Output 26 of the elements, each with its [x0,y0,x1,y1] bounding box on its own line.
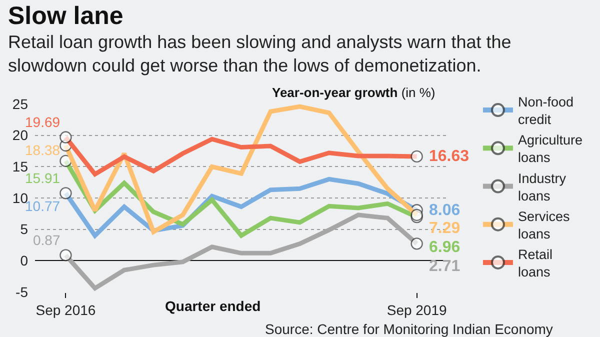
y-tick-label: 25 [12,96,28,112]
y-tick-label: 10 [12,190,28,206]
data-label: 16.63 [429,148,470,165]
chart-title: Slow lane [8,2,124,30]
y-tick-label: 20 [12,127,28,144]
data-label: 8.06 [429,202,460,219]
chart-subtitle: Retail loan growth has been slowing and analysts warn that the slowdown could get worse than the lows of demonetization. [8,32,512,76]
y-axis-title: Year-on-year growth (in %) [272,85,436,100]
data-label: 2.71 [429,258,460,275]
y-tick-label: 0 [20,252,28,269]
legend-label: Retail loans [518,246,552,280]
y-tick-label: 5 [20,221,28,238]
legend-label: Non-food credit [518,94,574,128]
data-label: 7.29 [429,220,460,237]
data-label: 18.38 [25,142,60,158]
data-label: 0.87 [33,232,60,248]
data-label: 6.96 [429,239,460,256]
x-tick-label: Sep 2016 [36,302,96,318]
x-axis-title: Quarter ended [165,298,261,314]
x-tick-label: Sep 2019 [386,302,447,318]
legend-label: Agriculture loans [518,132,583,166]
legend-label: Industry loans [518,170,566,204]
source-note: Source: Centre for Monitoring Indian Economy [265,321,553,337]
data-label: 19.69 [25,114,60,130]
y-tick-label: -5 [16,284,28,300]
legend-label: Services loans [518,208,570,242]
